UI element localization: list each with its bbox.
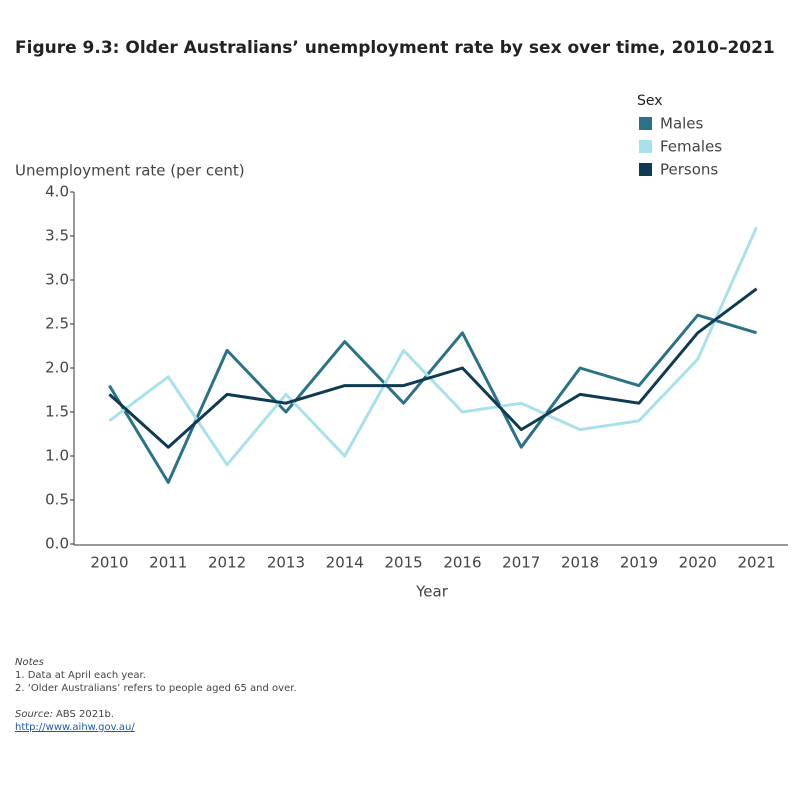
x-tick-label: 2012	[208, 554, 246, 572]
x-tick-label: 2011	[149, 554, 187, 572]
series-line	[108, 313, 758, 484]
y-tick-label: 0.0	[45, 535, 69, 553]
chart: Figure 9.3: Older Australians’ unemploym…	[15, 38, 788, 601]
series-line	[108, 226, 758, 467]
y-tick-label: 1.0	[45, 447, 69, 465]
x-tick-label: 2018	[561, 554, 599, 572]
y-tick-label: 3.5	[45, 227, 69, 245]
legend-label: Males	[660, 115, 704, 133]
x-tick-label: 2020	[679, 554, 717, 572]
notes: Notes 1. Data at April each year. 2. ‘Ol…	[15, 656, 297, 734]
chart-title: Figure 9.3: Older Australians’ unemploym…	[15, 38, 775, 58]
series-line	[108, 287, 758, 449]
x-tick-label: 2016	[443, 554, 481, 572]
note: 2. ‘Older Australians’ refers to people …	[15, 683, 297, 694]
x-tick-label: 2014	[326, 554, 364, 572]
x-axis-label: Year	[415, 583, 449, 601]
x-tick-label: 2017	[502, 554, 540, 572]
legend-title: Sex	[637, 93, 663, 109]
y-tick-label: 2.0	[45, 359, 69, 377]
y-tick-label: 1.5	[45, 403, 69, 421]
link[interactable]: http://www.aihw.gov.au/	[15, 722, 135, 733]
source-text: ABS 2021b.	[55, 709, 114, 720]
notes-heading: Notes	[15, 657, 44, 668]
y-tick-label: 0.5	[45, 491, 69, 509]
source-label: Source:	[15, 709, 53, 720]
x-tick-label: 2019	[620, 554, 658, 572]
y-tick-label: 4.0	[45, 183, 69, 201]
y-axis-label: Unemployment rate (per cent)	[15, 162, 245, 180]
legend-swatch	[639, 140, 652, 153]
x-tick-label: 2021	[737, 554, 775, 572]
x-tick-label: 2010	[90, 554, 128, 572]
y-tick-label: 3.0	[45, 271, 69, 289]
legend-label: Females	[660, 138, 722, 156]
legend-label: Persons	[660, 161, 718, 179]
x-tick-label: 2013	[267, 554, 305, 572]
legend-swatch	[639, 117, 652, 130]
x-tick-label: 2015	[384, 554, 422, 572]
y-tick-label: 2.5	[45, 315, 69, 333]
note: 1. Data at April each year.	[15, 670, 146, 681]
legend-swatch	[639, 163, 652, 176]
